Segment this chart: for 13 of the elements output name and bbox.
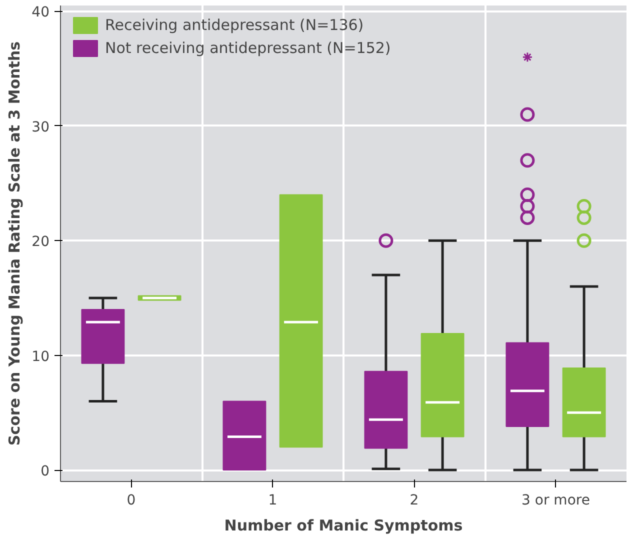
legend-label: Not receiving antidepressant (N=152) bbox=[105, 39, 391, 57]
x-axis-title: Number of Manic Symptoms bbox=[224, 516, 463, 534]
y-tick-label: 20 bbox=[32, 234, 50, 250]
y-tick-label: 10 bbox=[32, 348, 50, 365]
x-tick-label: 3 or more bbox=[522, 492, 590, 508]
x-tick-label: 0 bbox=[126, 492, 136, 508]
y-tick-label: 40 bbox=[32, 4, 50, 21]
y-tick-label: 30 bbox=[32, 119, 50, 136]
legend-label: Receiving antidepressant (N=136) bbox=[105, 16, 364, 34]
y-tick-label: 0 bbox=[40, 464, 50, 480]
x-tick-label: 2 bbox=[410, 492, 419, 508]
x-tick-label: 1 bbox=[268, 492, 278, 508]
y-axis-title: Score on Young Mania Rating Scale at 3 Months bbox=[6, 41, 24, 446]
